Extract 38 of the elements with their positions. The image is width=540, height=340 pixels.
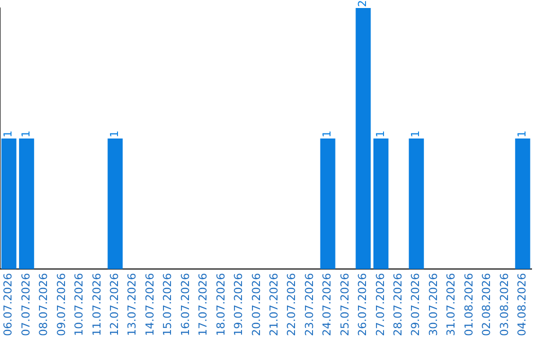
x-tick-label: 04.08.2026 xyxy=(516,273,529,336)
data-label: 1 xyxy=(320,130,334,138)
x-tick-label: 22.07.2026 xyxy=(285,273,298,336)
x-tick-label: 18.07.2026 xyxy=(214,273,228,336)
data-label: 1 xyxy=(516,130,529,138)
x-tick-label: 08.07.2026 xyxy=(37,273,50,336)
data-label: 1 xyxy=(19,130,32,138)
x-tick-label: 28.07.2026 xyxy=(392,273,405,336)
x-tick-label: 30.07.2026 xyxy=(426,273,440,336)
x-tick-label: 31.07.2026 xyxy=(444,273,458,336)
x-tick-label: 23.07.2026 xyxy=(302,273,316,336)
x-tick-label: 24.07.2026 xyxy=(320,273,334,336)
x-tick-label: 16.07.2026 xyxy=(178,273,192,336)
x-tick-label: 02.08.2026 xyxy=(480,273,494,336)
x-tick-label: 21.07.2026 xyxy=(267,273,280,336)
data-label: 2 xyxy=(356,0,370,7)
x-tick-label: 09.07.2026 xyxy=(54,273,68,336)
x-tick-label: 27.07.2026 xyxy=(374,273,387,336)
x-tick-label: 06.07.2026 xyxy=(2,273,15,336)
x-tick-label: 07.07.2026 xyxy=(19,273,32,336)
x-tick-label: 14.07.2026 xyxy=(143,273,156,336)
x-tick-label: 29.07.2026 xyxy=(409,273,422,336)
x-tick-label: 11.07.2026 xyxy=(90,273,104,336)
data-label: 1 xyxy=(108,130,122,138)
x-tick-label: 03.08.2026 xyxy=(498,273,511,336)
x-tick-label: 15.07.2026 xyxy=(161,273,174,336)
data-label: 1 xyxy=(2,130,15,138)
x-tick-label: 13.07.2026 xyxy=(126,273,139,336)
x-tick-label: 19.07.2026 xyxy=(232,273,246,336)
x-tick-label: 20.07.2026 xyxy=(250,273,263,336)
x-tick-label: 01.08.2026 xyxy=(462,273,476,336)
x-tick-label: 25.07.2026 xyxy=(338,273,352,336)
x-tick-label: 10.07.2026 xyxy=(72,273,86,336)
data-label: 1 xyxy=(409,130,422,138)
x-tick-label: 17.07.2026 xyxy=(196,273,210,336)
x-tick-label: 26.07.2026 xyxy=(356,273,370,336)
data-label: 1 xyxy=(374,130,387,138)
x-tick-label: 12.07.2026 xyxy=(108,273,122,336)
